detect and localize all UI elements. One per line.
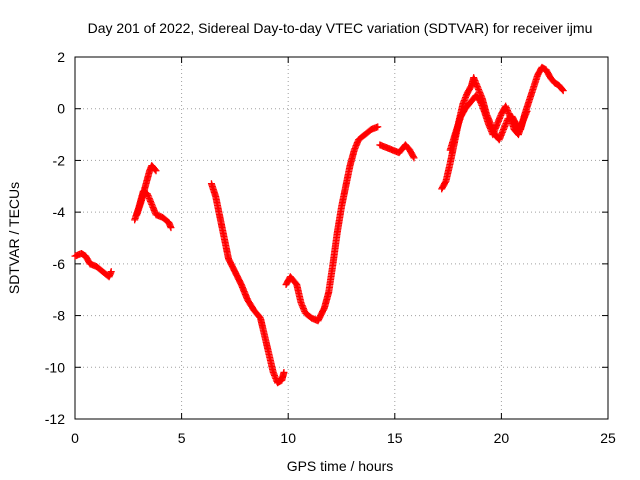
- y-axis-label: SDTVAR / TECUs: [6, 182, 22, 294]
- plot-frame: [74, 56, 609, 420]
- data-point: [523, 107, 531, 115]
- y-tick-label: 2: [57, 49, 65, 65]
- x-tick-label: 0: [71, 430, 79, 446]
- y-tick-label: -8: [53, 308, 66, 324]
- x-tick-label: 5: [178, 430, 186, 446]
- data-point: [558, 86, 566, 94]
- data-point: [559, 87, 567, 95]
- chart-title: Day 201 of 2022, Sidereal Day-to-day VTE…: [88, 20, 593, 36]
- data-point: [409, 153, 417, 161]
- data-point: [280, 368, 288, 376]
- data-point: [152, 167, 160, 175]
- data-point: [107, 268, 115, 276]
- x-tick-label: 15: [387, 430, 403, 446]
- y-tick-label: -2: [53, 152, 66, 168]
- y-tick-label: 0: [57, 101, 65, 117]
- data-points: [71, 63, 567, 387]
- y-tick-label: -12: [45, 411, 65, 427]
- x-tick-label: 10: [280, 430, 296, 446]
- data-point: [410, 154, 418, 162]
- data-point: [151, 166, 159, 174]
- x-axis-label: GPS time / hours: [287, 458, 394, 474]
- y-tick-label: -4: [53, 204, 66, 220]
- data-point: [167, 224, 175, 232]
- x-tick-label: 25: [600, 430, 616, 446]
- axis-ticks: 0 5 10 15 20 25 -12 -10 -8 -6 -4 -2 0 2: [45, 49, 616, 446]
- x-tick-label: 20: [494, 430, 510, 446]
- y-tick-label: -6: [53, 256, 66, 272]
- data-point: [374, 123, 382, 131]
- y-tick-label: -10: [45, 359, 65, 375]
